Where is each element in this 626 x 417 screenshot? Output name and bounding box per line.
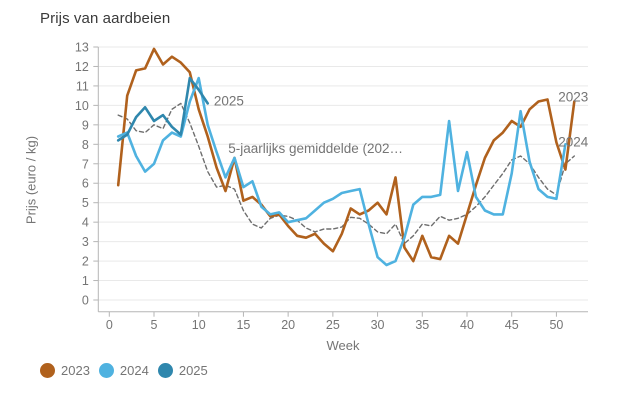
chart-title: Prijs van aardbeien xyxy=(40,10,171,27)
y-tick-label-0: 0 xyxy=(82,294,89,308)
y-tick-label-10: 10 xyxy=(75,99,89,113)
y-tick-label-7: 7 xyxy=(82,157,89,171)
y-tick-label-6: 6 xyxy=(82,177,89,191)
series-line-2024[interactable] xyxy=(116,76,567,267)
y-tick-label-3: 3 xyxy=(82,235,89,249)
annotation-2025: 2025 xyxy=(214,93,244,108)
legend-item-2025[interactable]: 2025 xyxy=(157,363,208,378)
legend-label-2025: 2025 xyxy=(178,363,208,378)
legend-dot-2025 xyxy=(157,363,173,378)
x-axis-title: Week xyxy=(326,338,360,353)
legend: 2023 2024 2025 xyxy=(40,363,208,378)
x-tick-label-40: 40 xyxy=(460,318,474,332)
y-tick-label-8: 8 xyxy=(82,138,89,152)
legend-item-2023[interactable]: 2023 xyxy=(40,363,90,378)
series-line-2025[interactable] xyxy=(116,76,209,142)
x-tick-label-35: 35 xyxy=(415,318,429,332)
y-tick-label-13: 13 xyxy=(75,41,89,55)
legend-label-2024: 2024 xyxy=(119,363,149,378)
y-tick-label-11: 11 xyxy=(76,79,89,93)
x-tick-label-20: 20 xyxy=(281,318,295,332)
annotation-2024: 2024 xyxy=(558,134,589,149)
y-tick-label-2: 2 xyxy=(82,255,89,269)
legend-dot-2023 xyxy=(40,363,55,378)
annotation-5-jaarlijks-gemiddelde-202-: 5-jaarlijks gemiddelde (202… xyxy=(228,141,403,156)
y-tick-label-12: 12 xyxy=(75,60,89,74)
legend-item-2024[interactable]: 2024 xyxy=(98,363,149,378)
x-tick-label-25: 25 xyxy=(326,318,340,332)
annotation-2023: 2023 xyxy=(558,90,588,105)
y-tick-label-1: 1 xyxy=(82,274,89,288)
x-tick-label-45: 45 xyxy=(505,318,519,332)
x-tick-label-15: 15 xyxy=(236,318,250,332)
legend-label-2023: 2023 xyxy=(61,363,90,378)
x-tick-label-0: 0 xyxy=(106,318,113,332)
y-tick-label-5: 5 xyxy=(82,196,89,210)
x-tick-label-30: 30 xyxy=(371,318,385,332)
y-tick-label-4: 4 xyxy=(82,216,89,230)
legend-dot-2024 xyxy=(98,363,114,378)
x-tick-label-5: 5 xyxy=(151,318,158,332)
y-tick-label-9: 9 xyxy=(82,118,89,132)
x-tick-label-10: 10 xyxy=(192,318,206,332)
x-tick-label-50: 50 xyxy=(549,318,563,332)
